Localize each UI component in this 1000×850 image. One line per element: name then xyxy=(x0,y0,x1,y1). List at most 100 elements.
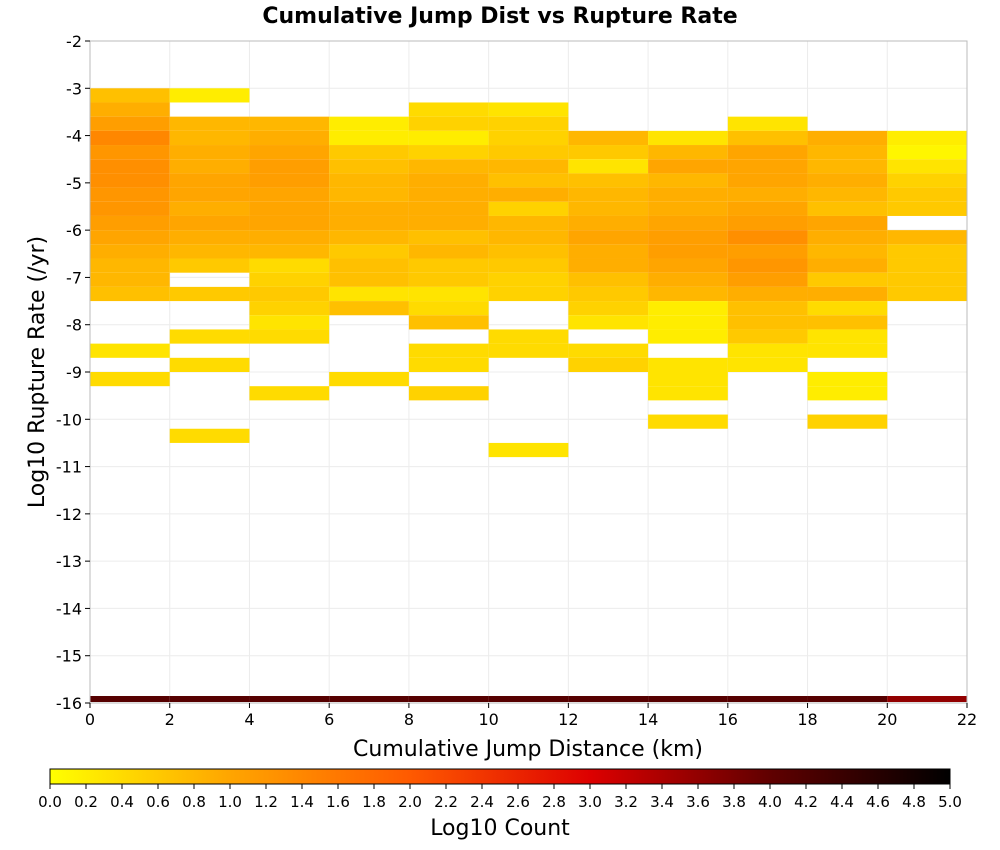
heatmap-cell xyxy=(488,329,569,344)
heatmap-cell xyxy=(488,230,569,245)
heatmap-cell xyxy=(408,301,489,316)
heatmap-cell xyxy=(648,329,728,344)
heatmap-cell xyxy=(249,301,330,316)
heatmap-cell xyxy=(568,301,649,316)
colorbar-tick-label: 1.4 xyxy=(290,793,314,811)
y-tick-label: -11 xyxy=(56,458,82,477)
heatmap-cell xyxy=(648,301,728,316)
heatmap-cell xyxy=(488,102,569,117)
heatmap-cell xyxy=(807,301,888,316)
heatmap-cell xyxy=(727,258,808,273)
heatmap-cell xyxy=(408,343,489,358)
heatmap-cell xyxy=(568,315,649,330)
y-tick-label: -13 xyxy=(56,552,82,571)
heatmap-cell xyxy=(329,187,409,202)
heatmap-cell xyxy=(90,696,170,702)
heatmap-cell xyxy=(408,315,489,330)
heatmap-cell xyxy=(488,130,569,146)
heatmap-cell xyxy=(249,159,330,174)
heatmap-cell xyxy=(488,173,569,188)
heatmap-cell xyxy=(488,187,569,202)
heatmap-cell xyxy=(648,230,728,245)
heatmap-cell xyxy=(169,428,250,443)
heatmap-cell xyxy=(249,272,330,287)
y-tick-label: -12 xyxy=(56,505,82,524)
heatmap-cell xyxy=(807,414,888,429)
colorbar-tick-label: 3.2 xyxy=(614,793,638,811)
heatmap-cell xyxy=(807,272,888,287)
heatmap-cell xyxy=(807,329,888,344)
heatmap-cell xyxy=(807,215,888,231)
colorbar-tick-label: 0.6 xyxy=(146,793,170,811)
heatmap-cell xyxy=(568,130,649,146)
y-tick-label: -16 xyxy=(56,694,82,713)
heatmap-cell xyxy=(648,130,728,146)
heatmap-cell xyxy=(488,258,569,273)
heatmap-cell xyxy=(329,286,409,302)
heatmap-cell xyxy=(90,343,170,358)
heatmap-cell xyxy=(807,286,888,302)
heatmap-cell xyxy=(727,187,808,202)
heatmap-cell xyxy=(329,696,409,702)
heatmap-cell xyxy=(727,272,808,287)
heatmap-cell xyxy=(90,272,170,287)
heatmap-cell xyxy=(249,215,330,231)
heatmap-cell xyxy=(90,187,170,202)
heatmap-cell xyxy=(249,286,330,302)
heatmap-cell xyxy=(169,88,250,103)
heatmap-cell xyxy=(488,159,569,174)
heatmap-cell xyxy=(408,159,489,174)
heatmap-cell xyxy=(727,301,808,316)
colorbar-tick-label: 4.6 xyxy=(866,793,890,811)
heatmap-cell xyxy=(648,145,728,160)
heatmap-cell xyxy=(648,258,728,273)
heatmap-cell xyxy=(648,215,728,231)
heatmap-cell xyxy=(90,215,170,231)
heatmap-cell xyxy=(408,357,489,372)
heatmap-cell xyxy=(329,258,409,273)
heatmap-cell xyxy=(329,145,409,160)
heatmap-cell xyxy=(727,159,808,174)
heatmap-cell xyxy=(807,258,888,273)
y-axis-ticks: -2 -3 -4 -5 -6 -7 -8 -9 -10 -11 -12 -13 -14 -15 -16 xyxy=(56,32,90,713)
heatmap-cell xyxy=(249,315,330,330)
colorbar-tick-label: 0.0 xyxy=(38,793,62,811)
heatmap-cell xyxy=(887,173,967,188)
heatmap-cell xyxy=(329,116,409,131)
heatmap-cell xyxy=(249,329,330,344)
heatmap-cell xyxy=(408,215,489,231)
heatmap-cell xyxy=(727,329,808,344)
heatmap-cell xyxy=(329,372,409,387)
heatmap-cell xyxy=(568,258,649,273)
heatmap-cell xyxy=(887,272,967,287)
heatmap-cell xyxy=(887,201,967,216)
x-tick-label: 2 xyxy=(165,710,175,729)
heatmap-cell xyxy=(568,145,649,160)
heatmap-cell xyxy=(727,286,808,302)
x-tick-label: 8 xyxy=(404,710,414,729)
heatmap-cell xyxy=(887,145,967,160)
heatmap-cell xyxy=(488,343,569,358)
colorbar-tick-label: 3.0 xyxy=(578,793,602,811)
heatmap-cell xyxy=(488,442,569,458)
heatmap-cell xyxy=(648,386,728,401)
heatmap-cell xyxy=(807,159,888,174)
heatmap-cell xyxy=(408,201,489,216)
heatmap-cell xyxy=(488,145,569,160)
heatmap-cell xyxy=(648,201,728,216)
heatmap-cell xyxy=(568,343,649,358)
colorbar-ticks: 0.0 0.2 0.4 0.6 0.8 1.0 1.2 1.4 1.6 1.8 2.0 2.2 2.4 2… xyxy=(38,784,962,811)
heatmap-cell xyxy=(169,116,250,131)
x-tick-label: 20 xyxy=(877,710,897,729)
heatmap-cell xyxy=(249,187,330,202)
heatmap-cell xyxy=(648,272,728,287)
heatmap-cell xyxy=(90,286,170,302)
y-tick-label: -9 xyxy=(66,363,82,382)
heatmap-cell xyxy=(408,272,489,287)
heatmap-cell xyxy=(249,258,330,273)
heatmap-cell xyxy=(648,173,728,188)
colorbar-tick-label: 3.6 xyxy=(686,793,710,811)
x-tick-label: 14 xyxy=(638,710,658,729)
heatmap-cell xyxy=(329,215,409,231)
colorbar-tick-label: 4.0 xyxy=(758,793,782,811)
